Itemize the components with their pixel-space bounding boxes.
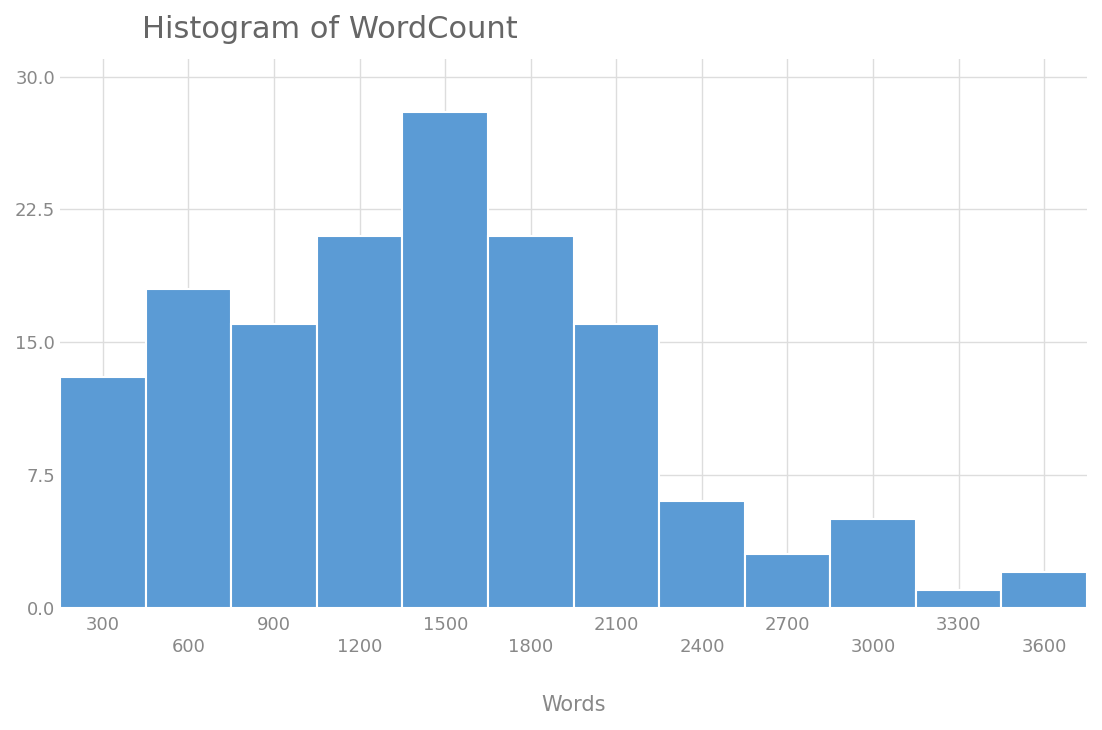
Text: Histogram of WordCount: Histogram of WordCount [142, 15, 518, 44]
Bar [573, 324, 659, 607]
Bar [61, 377, 145, 607]
Bar [231, 324, 317, 607]
Bar [488, 236, 573, 607]
X-axis label: Words: Words [541, 695, 606, 715]
Bar [145, 289, 231, 607]
Bar [916, 590, 1002, 607]
Bar [659, 502, 745, 607]
Bar [402, 112, 488, 607]
Bar [745, 555, 830, 607]
Bar [317, 236, 402, 607]
Bar [830, 519, 916, 607]
Bar [1002, 572, 1087, 607]
